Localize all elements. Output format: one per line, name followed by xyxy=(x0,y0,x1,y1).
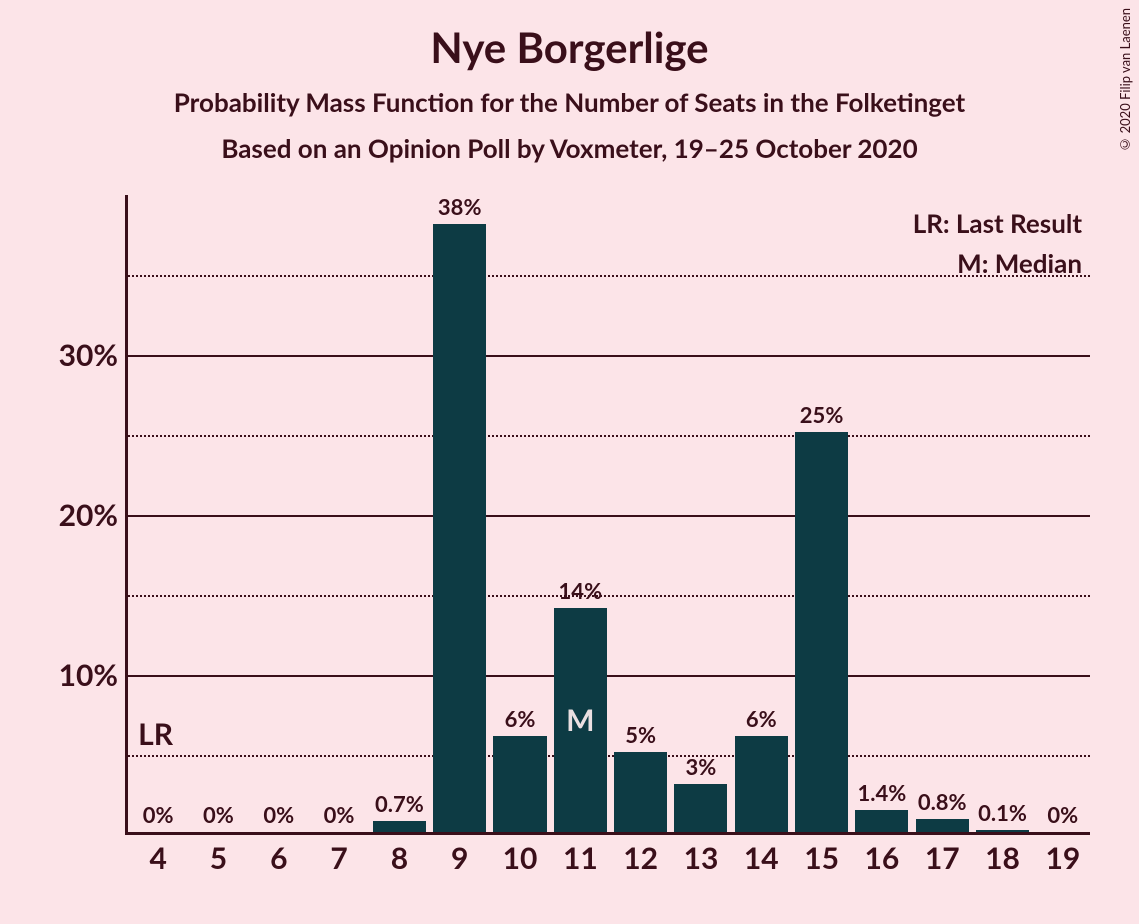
chart-title: Nye Borgerlige xyxy=(0,0,1139,72)
bar: 3% xyxy=(674,784,727,832)
y-tick-label: 20% xyxy=(59,497,128,533)
gridline-major xyxy=(128,675,1090,677)
x-tick-label: 11 xyxy=(563,832,598,876)
x-tick-label: 13 xyxy=(684,832,719,876)
x-tick-label: 14 xyxy=(744,832,779,876)
plot-area: LR: Last Result M: Median 10%20%30%0%40%… xyxy=(125,195,1090,835)
x-tick-label: 15 xyxy=(804,832,839,876)
bar-value-label: 6% xyxy=(493,705,546,736)
bar-value-label: 1.4% xyxy=(855,779,908,810)
bar: 0.7% xyxy=(373,821,426,832)
chart-subtitle-2: Based on an Opinion Poll by Voxmeter, 19… xyxy=(0,132,1139,164)
chart-container: LR: Last Result M: Median 10%20%30%0%40%… xyxy=(30,195,1110,895)
gridline-major xyxy=(128,515,1090,517)
bar: 5% xyxy=(614,752,667,832)
x-tick-label: 10 xyxy=(503,832,538,876)
bar: 0.8% xyxy=(916,819,969,832)
median-marker: M xyxy=(566,702,594,738)
gridline-minor xyxy=(128,435,1090,437)
bar: 38% xyxy=(433,224,486,832)
bar-value-label: 0.8% xyxy=(916,788,969,819)
bar: 6% xyxy=(493,736,546,832)
bar-value-label: 14% xyxy=(554,577,607,608)
x-tick-label: 17 xyxy=(925,832,960,876)
x-tick-label: 9 xyxy=(451,832,468,876)
chart-subtitle-1: Probability Mass Function for the Number… xyxy=(0,86,1139,118)
gridline-minor xyxy=(128,275,1090,277)
x-tick-label: 8 xyxy=(391,832,408,876)
gridline-major xyxy=(128,355,1090,357)
bar-value-label: 0% xyxy=(192,801,245,832)
legend-m: M: Median xyxy=(913,243,1082,283)
bar: 6% xyxy=(735,736,788,832)
x-tick-label: 18 xyxy=(985,832,1020,876)
x-tick-label: 16 xyxy=(865,832,900,876)
bar-value-label: 0.1% xyxy=(976,799,1029,830)
y-tick-label: 10% xyxy=(59,657,128,693)
y-tick-label: 30% xyxy=(59,337,128,373)
bar-value-label: 0% xyxy=(313,801,366,832)
bar-value-label: 6% xyxy=(735,705,788,736)
x-tick-label: 5 xyxy=(210,832,227,876)
legend-lr: LR: Last Result xyxy=(913,203,1082,243)
x-tick-label: 19 xyxy=(1045,832,1080,876)
bar: 1.4% xyxy=(855,810,908,832)
bar-value-label: 5% xyxy=(614,721,667,752)
x-tick-label: 7 xyxy=(330,832,347,876)
lr-marker: LR xyxy=(138,716,173,752)
x-tick-label: 12 xyxy=(623,832,658,876)
bar-value-label: 0.7% xyxy=(373,790,426,821)
bar-value-label: 3% xyxy=(674,753,727,784)
gridline-minor xyxy=(128,595,1090,597)
x-tick-label: 4 xyxy=(149,832,166,876)
gridline-minor xyxy=(128,755,1090,757)
bar-value-label: 0% xyxy=(132,801,185,832)
legend: LR: Last Result M: Median xyxy=(913,203,1082,284)
copyright-text: © 2020 Filip van Laenen xyxy=(1117,8,1133,153)
bar: 25% xyxy=(795,432,848,832)
bar-value-label: 38% xyxy=(433,193,486,224)
bar-value-label: 0% xyxy=(252,801,305,832)
x-tick-label: 6 xyxy=(270,832,287,876)
bar-value-label: 25% xyxy=(795,401,848,432)
bar-value-label: 0% xyxy=(1036,801,1089,832)
